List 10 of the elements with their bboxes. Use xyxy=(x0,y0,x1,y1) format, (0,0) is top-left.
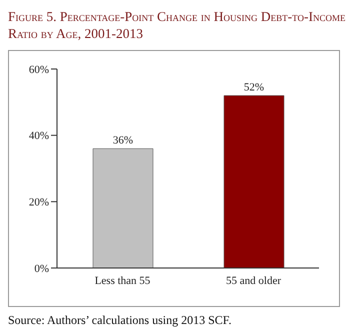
source-note: Source: Authors’ calculations using 2013 SCF. xyxy=(8,313,232,328)
x-tick-label: Less than 55 xyxy=(94,274,151,287)
x-tick-label: 55 and older xyxy=(226,274,282,287)
data-label: 36% xyxy=(112,134,134,147)
chart-title: Figure 5. Percentage-Point Change in Housing Debt-to-Income Ratio by Age, 2001-2013 xyxy=(8,8,346,42)
y-tick-label: 0% xyxy=(34,262,49,275)
y-tick-label: 20% xyxy=(28,196,49,209)
y-tick-label: 60% xyxy=(28,64,49,76)
data-label: 52% xyxy=(244,82,264,94)
y-tick-label: 40% xyxy=(28,130,49,142)
